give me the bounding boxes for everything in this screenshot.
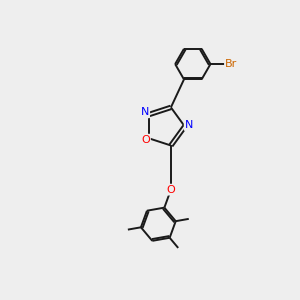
Text: O: O [167,185,175,195]
Text: O: O [141,135,150,145]
Text: N: N [141,107,149,117]
Text: Br: Br [225,59,237,69]
Text: N: N [185,120,193,130]
